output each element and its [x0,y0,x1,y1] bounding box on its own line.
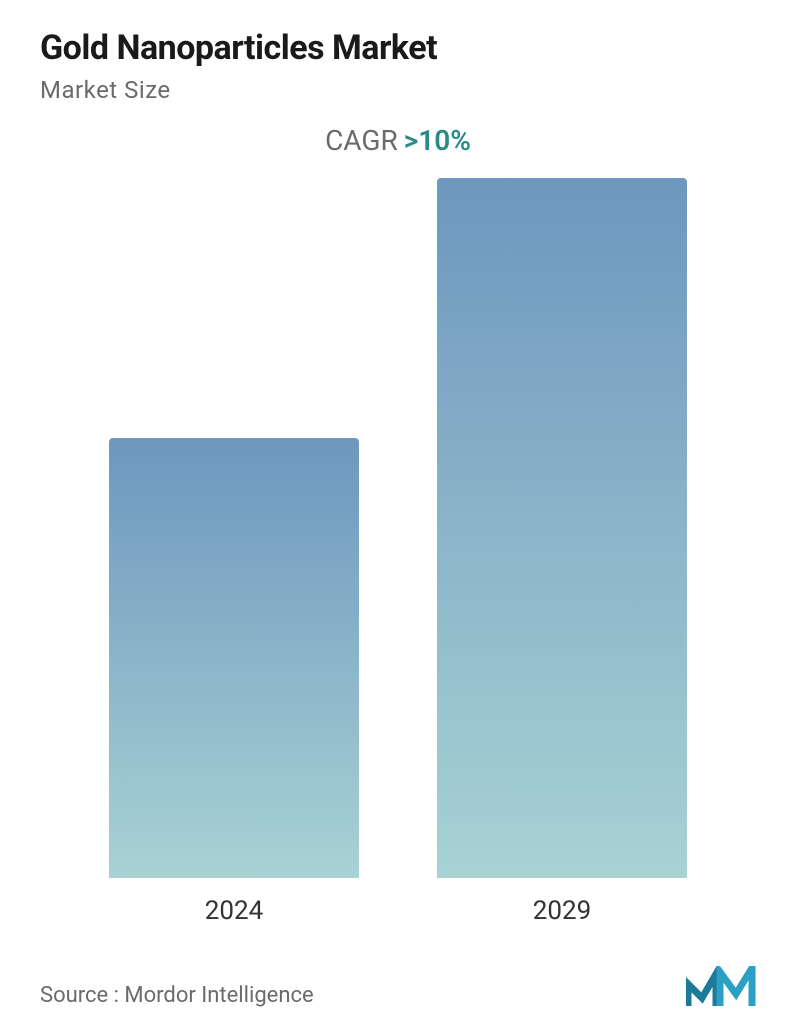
chart-subtitle: Market Size [40,76,756,104]
cagr-label: CAGR [325,124,398,157]
chart-plot-area [40,187,756,878]
cagr-row: CAGR>10% [40,124,756,157]
cagr-value: >10% [404,124,471,157]
source-attribution: Source : Mordor Intelligence [40,983,314,1008]
chart-container: Gold Nanoparticles Market Market Size CA… [0,0,796,1034]
x-label-1: 2029 [437,896,687,926]
footer: Source : Mordor Intelligence [40,966,756,1014]
chart-title: Gold Nanoparticles Market [40,28,756,68]
bars-row [40,187,756,878]
header: Gold Nanoparticles Market Market Size [40,28,756,104]
bar-2029 [437,178,687,878]
x-label-0: 2024 [109,896,359,926]
brand-logo-icon [686,966,756,1008]
x-axis-labels: 2024 2029 [40,878,756,926]
bar-2024 [109,438,359,878]
